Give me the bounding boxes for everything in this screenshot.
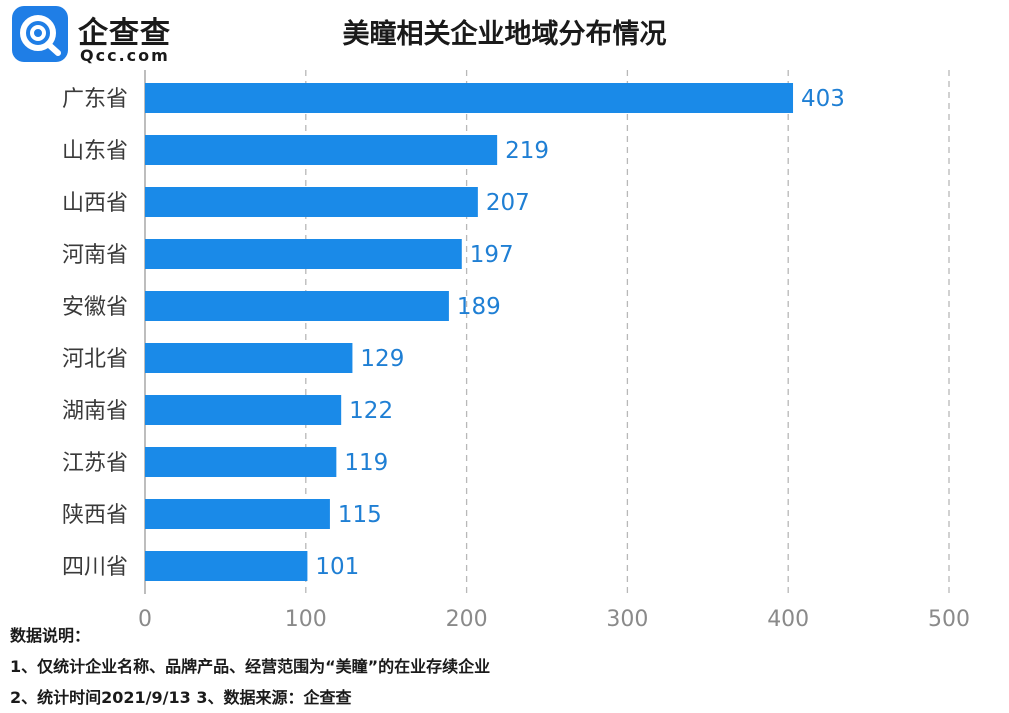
category-label: 安徽省: [62, 295, 128, 320]
category-label: 山东省: [62, 139, 128, 164]
category-label: 广东省: [62, 87, 128, 112]
bar: [145, 343, 353, 373]
bar: [145, 447, 337, 477]
data-notes: 数据说明： 1、仅统计企业名称、品牌产品、经营范围为“美瞳”的在业存续企业 2、…: [10, 620, 490, 713]
bar: [145, 291, 449, 321]
bar: [145, 499, 330, 529]
x-tick-label: 0: [138, 607, 152, 632]
category-label: 河北省: [62, 347, 128, 372]
x-tick-label: 300: [606, 607, 648, 632]
qcc-logo-icon: [12, 6, 68, 62]
notes-line-1: 1、仅统计企业名称、品牌产品、经营范围为“美瞳”的在业存续企业: [10, 657, 491, 676]
chart-title: 美瞳相关企业地域分布情况: [342, 19, 667, 50]
value-label: 122: [349, 398, 393, 424]
x-tick-label: 100: [285, 607, 327, 632]
value-label: 207: [486, 190, 530, 216]
value-label: 101: [315, 554, 359, 580]
x-tick-label: 500: [928, 607, 970, 632]
bar: [145, 135, 498, 165]
category-label: 河南省: [62, 243, 128, 268]
category-label: 湖南省: [62, 399, 128, 424]
value-label: 115: [338, 502, 382, 528]
bar: [145, 187, 478, 217]
category-label: 江苏省: [62, 451, 128, 476]
logo-domain: Qcc.com: [80, 46, 170, 65]
category-label: 山西省: [62, 191, 128, 216]
category-label: 陕西省: [62, 503, 128, 528]
logo-name: 企查查: [78, 16, 171, 51]
value-label: 219: [505, 138, 549, 164]
logo: 企查查 Qcc.com: [12, 6, 192, 68]
notes-line-2: 2、统计时间2021/9/13 3、数据来源：企查查: [10, 688, 352, 707]
bar: [145, 239, 462, 269]
bar: [145, 83, 794, 113]
category-label: 四川省: [62, 555, 128, 580]
value-label: 403: [801, 86, 845, 112]
bar-chart: 0 100 200 300 400 500 广东省 403 山东省 219 山西省 207 河南省 197…: [62, 70, 970, 632]
value-label: 129: [360, 346, 404, 372]
x-tick-label: 200: [446, 607, 488, 632]
value-label: 197: [470, 242, 514, 268]
value-label: 189: [457, 294, 501, 320]
bar: [145, 395, 342, 425]
value-label: 119: [344, 450, 388, 476]
notes-heading: 数据说明：: [10, 626, 91, 645]
bar: [145, 551, 308, 581]
x-tick-label: 400: [767, 607, 809, 632]
